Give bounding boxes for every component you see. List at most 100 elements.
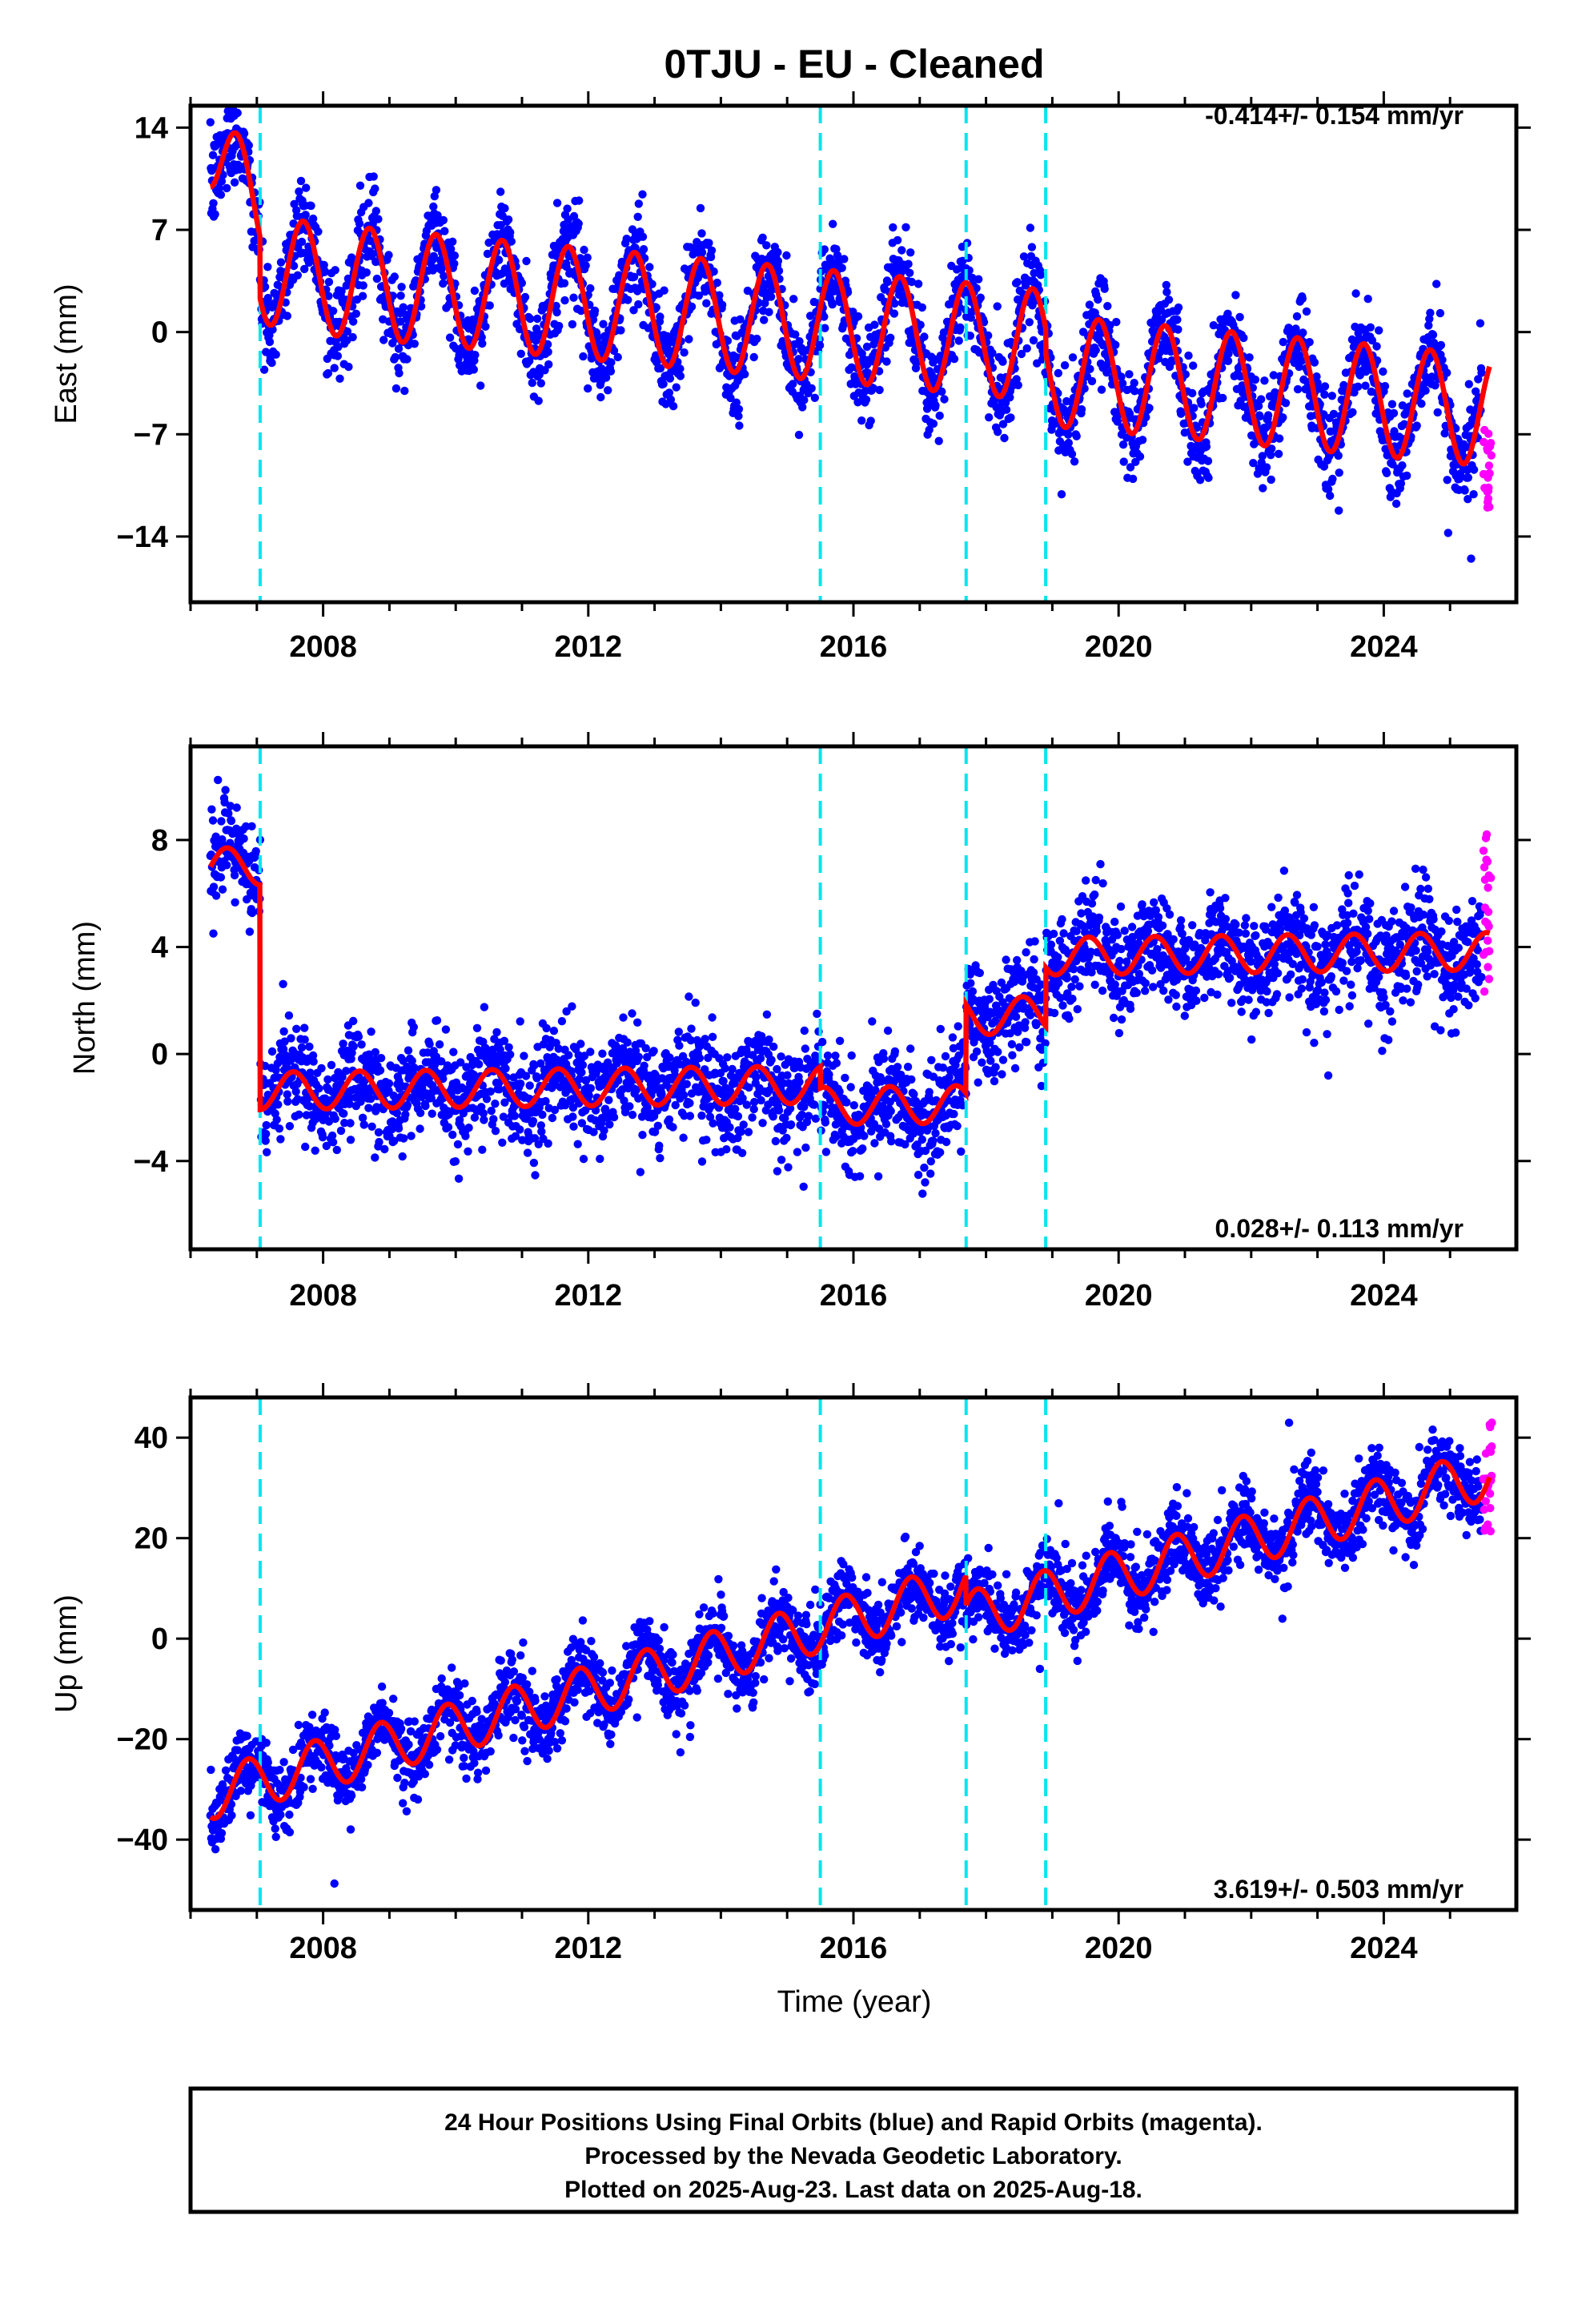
- final-orbit-point: [227, 816, 236, 826]
- final-orbit-point: [639, 245, 648, 254]
- final-orbit-point: [873, 1172, 883, 1181]
- final-orbit-point: [857, 416, 866, 425]
- final-orbit-point: [331, 1114, 339, 1124]
- final-orbit-point: [482, 1095, 492, 1104]
- final-orbit-point: [504, 215, 513, 224]
- final-orbit-point: [416, 1108, 425, 1118]
- final-orbit-point: [251, 846, 260, 856]
- final-orbit-point: [598, 1049, 607, 1058]
- x-tick-label: 2008: [289, 630, 357, 664]
- final-orbit-point: [410, 340, 419, 348]
- final-orbit-point: [638, 232, 648, 241]
- final-orbit-point: [929, 1136, 938, 1145]
- final-orbit-point: [1260, 376, 1269, 385]
- final-orbit-point: [795, 1077, 804, 1087]
- final-orbit-point: [1025, 318, 1034, 327]
- final-orbit-point: [709, 1119, 717, 1128]
- final-orbit-point: [247, 908, 257, 918]
- final-orbit-point: [372, 274, 382, 283]
- final-orbit-point: [1443, 529, 1453, 537]
- final-orbit-point: [1014, 380, 1022, 390]
- final-orbit-point: [975, 968, 985, 978]
- final-orbit-point: [748, 1113, 757, 1122]
- final-orbit-point: [858, 1144, 867, 1153]
- final-orbit-point: [702, 1136, 711, 1144]
- final-orbit-point: [1125, 370, 1134, 379]
- final-orbit-point: [966, 332, 975, 340]
- final-orbit-point: [728, 1064, 737, 1074]
- final-orbit-point: [364, 199, 373, 207]
- final-orbit-point: [314, 227, 323, 236]
- final-orbit-point: [1145, 404, 1154, 412]
- final-orbit-point: [993, 302, 1002, 311]
- final-orbit-point: [916, 320, 925, 329]
- final-orbit-point: [593, 333, 602, 342]
- final-orbit-point: [749, 352, 758, 362]
- final-orbit-point: [302, 183, 311, 192]
- final-orbit-point: [1328, 474, 1337, 484]
- final-orbit-point: [349, 1042, 358, 1051]
- velocity-annotation: -0.414+/- 0.154 mm/yr: [1205, 101, 1464, 130]
- final-orbit-point: [435, 1040, 444, 1049]
- final-orbit-point: [1334, 451, 1343, 460]
- final-orbit-point: [516, 1125, 524, 1134]
- final-orbit-point: [528, 378, 536, 388]
- final-orbit-point: [510, 1112, 520, 1120]
- final-orbit-point: [886, 333, 895, 342]
- final-orbit-point: [379, 336, 388, 344]
- final-orbit-point: [230, 178, 239, 187]
- final-orbit-point: [576, 306, 585, 316]
- final-orbit-point: [432, 186, 441, 195]
- final-orbit-point: [1013, 278, 1022, 287]
- final-orbit-point: [283, 1097, 292, 1106]
- final-orbit-point: [1057, 490, 1066, 499]
- final-orbit-point: [476, 381, 485, 390]
- final-orbit-point: [998, 420, 1008, 428]
- final-orbit-point: [936, 1024, 946, 1034]
- final-orbit-point: [544, 360, 553, 369]
- final-orbit-point: [568, 1002, 576, 1011]
- final-orbit-point: [391, 384, 401, 393]
- final-orbit-point: [784, 1163, 793, 1172]
- final-orbit-point: [742, 1100, 751, 1109]
- final-orbit-point: [529, 1158, 539, 1168]
- final-orbit-point: [448, 1130, 457, 1140]
- final-orbit-point: [1064, 438, 1074, 448]
- final-orbit-point: [1067, 449, 1077, 459]
- final-orbit-point: [1403, 389, 1411, 398]
- final-orbit-point: [679, 1133, 688, 1142]
- final-orbit-point: [586, 283, 595, 293]
- final-orbit-point: [520, 1051, 528, 1060]
- final-orbit-point: [954, 1022, 962, 1031]
- final-orbit-point: [526, 314, 535, 324]
- final-orbit-point: [522, 256, 531, 266]
- final-orbit-point: [862, 342, 872, 352]
- final-orbit-point: [674, 1027, 683, 1036]
- final-orbit-point: [672, 383, 681, 392]
- final-orbit-point: [917, 303, 927, 312]
- final-orbit-point: [239, 834, 248, 843]
- final-orbit-point: [676, 364, 685, 373]
- final-orbit-point: [1184, 351, 1193, 360]
- final-orbit-point: [1017, 349, 1026, 359]
- final-orbit-point: [890, 299, 899, 308]
- final-orbit-point: [384, 1079, 394, 1088]
- final-orbit-point: [1257, 395, 1266, 404]
- final-orbit-point: [584, 384, 592, 393]
- final-orbit-point: [736, 315, 745, 324]
- final-orbit-point: [774, 267, 784, 275]
- final-orbit-point: [613, 352, 622, 362]
- final-orbit-point: [1203, 456, 1213, 465]
- final-orbit-point: [1412, 421, 1421, 430]
- final-orbit-point: [907, 1075, 916, 1084]
- final-orbit-point: [889, 223, 897, 232]
- final-orbit-point: [1403, 471, 1411, 480]
- final-orbit-point: [1173, 316, 1182, 324]
- final-orbit-point: [753, 334, 761, 344]
- final-orbit-point: [1219, 393, 1227, 403]
- final-orbit-point: [523, 1148, 532, 1157]
- final-orbit-point: [783, 1071, 792, 1080]
- final-orbit-point: [619, 1013, 628, 1022]
- final-orbit-point: [375, 1137, 383, 1147]
- final-orbit-point: [336, 1126, 346, 1136]
